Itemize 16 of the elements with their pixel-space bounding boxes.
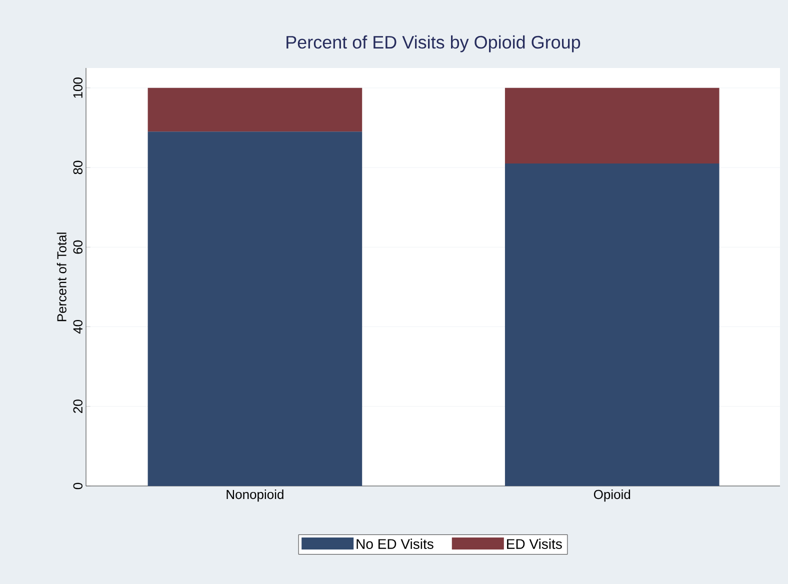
y-tick-label: 0 bbox=[73, 482, 82, 490]
x-tick-label: Nonopioid bbox=[226, 490, 284, 502]
y-tick-label: 20 bbox=[73, 400, 82, 413]
x-tick-label: Opioid bbox=[594, 490, 630, 502]
y-tick-label: 60 bbox=[73, 240, 82, 254]
y-tick-label: 100 bbox=[73, 78, 82, 98]
legend-label: ED Visits bbox=[507, 538, 562, 549]
bar bbox=[148, 132, 362, 486]
bar bbox=[148, 88, 362, 132]
chart-title: Percent of ED Visits by Opioid Group bbox=[286, 35, 580, 52]
legend-label: No ED Visits bbox=[356, 538, 434, 549]
bar bbox=[504, 88, 720, 164]
y-axis-title: Percent of Total bbox=[56, 232, 66, 322]
y-tick-label: 40 bbox=[73, 320, 82, 334]
bar bbox=[504, 164, 720, 486]
y-tick-label: 80 bbox=[73, 160, 82, 174]
